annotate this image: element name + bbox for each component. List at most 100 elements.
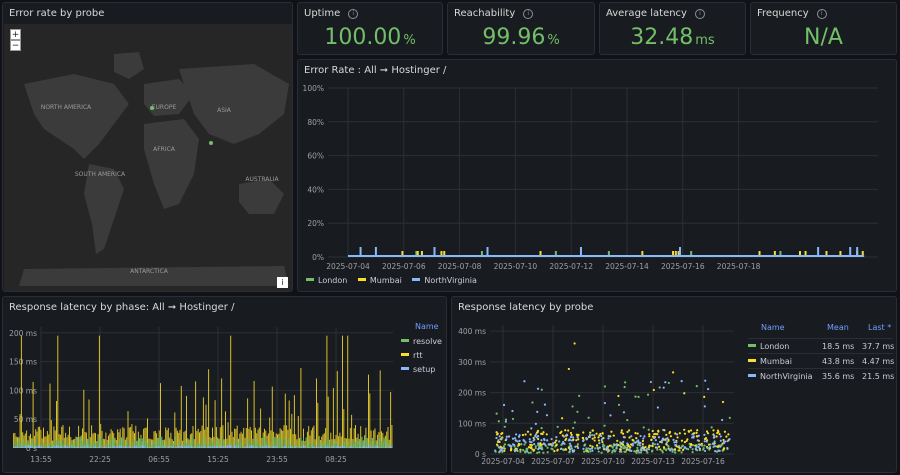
legend-item-setup[interactable]: setup [401, 365, 435, 374]
zoom-out-button[interactable]: − [10, 40, 21, 51]
info-icon[interactable]: i [816, 9, 827, 19]
map-label-antarctica: ANTARCTICA [130, 268, 169, 275]
scatter-point [728, 416, 731, 419]
info-icon[interactable]: i [523, 9, 534, 19]
legend-item-resolve[interactable]: resolve [401, 337, 442, 346]
uptime-value: 100.00 [324, 25, 402, 50]
x-tick-label: 2025-07-10 [581, 457, 625, 466]
scatter-point [500, 432, 503, 436]
scatter-point [648, 444, 651, 447]
scatter-point [618, 450, 622, 453]
scatter-point [641, 445, 644, 448]
map-info-button[interactable]: i [277, 277, 288, 288]
probe-latency-chart[interactable]: 0 s 100 ms 200 ms 300 ms 400 ms 2025-07-04 202… [452, 317, 738, 472]
scatter-point [633, 441, 636, 444]
legend-item-rtt[interactable]: rtt [401, 351, 423, 360]
scatter-point [528, 438, 531, 441]
scatter-point [681, 444, 684, 447]
world-map[interactable]: NORTH AMERICA EUROPE ASIA AFRICA SOUTH A… [4, 24, 293, 292]
scatter-point [603, 401, 607, 405]
scatter-point [494, 449, 497, 452]
legend-item-mumbai[interactable]: Mumbai [357, 276, 402, 285]
uptime-unit: % [403, 33, 416, 48]
scatter-point [603, 424, 606, 427]
probe-row-london[interactable]: London 18.5 ms 37.7 ms [748, 338, 894, 351]
scatter-point [722, 438, 725, 442]
scatter-point [644, 445, 647, 449]
scatter-point [582, 447, 585, 450]
scatter-point [498, 435, 501, 438]
probe-header-mean[interactable]: Mean [827, 323, 849, 332]
x-tick-label: 2025-07-06 [382, 262, 426, 271]
scatter-point [673, 448, 677, 451]
scatter-point [680, 380, 683, 383]
scatter-point [567, 367, 570, 371]
zoom-in-button[interactable]: + [10, 29, 21, 40]
scatter-point [611, 445, 614, 448]
scatter-point [683, 441, 687, 444]
error-spike [779, 251, 782, 257]
scatter-point [723, 430, 727, 433]
y-tick-label: 100 ms [9, 386, 37, 395]
error-spike [443, 251, 446, 257]
probe-header-last[interactable]: Last * [868, 323, 892, 332]
scatter-point [609, 414, 612, 417]
error-spike [672, 251, 675, 257]
australia-shape [239, 179, 284, 214]
scatter-point [598, 442, 601, 445]
scatter-point [636, 432, 639, 435]
probe-header-name[interactable]: Name [761, 323, 785, 332]
scatter-point [651, 442, 655, 445]
scatter-point [648, 433, 651, 436]
scatter-point [516, 440, 519, 443]
map-label-asia: ASIA [217, 107, 232, 114]
scatter-point [591, 437, 594, 440]
scatter-point [529, 443, 532, 446]
uptime-stat: Uptime i 100.00% [297, 2, 443, 55]
info-icon[interactable]: i [694, 9, 705, 19]
scatter-point [712, 442, 715, 446]
scatter-point [718, 433, 721, 436]
scatter-point [651, 429, 654, 433]
scatter-point [517, 435, 521, 438]
x-tick-label: 2025-07-14 [605, 262, 649, 271]
scatter-point [620, 446, 623, 449]
phase-latency-chart[interactable]: 0 s 50 ms 100 ms 150 ms 200 ms 13:55 22:25 06:5… [3, 317, 398, 472]
x-tick-label: 08:25 [325, 455, 347, 464]
error-rate-chart[interactable]: 0% 20% 40% 60% 80% 100% 2025-07-04 2025-07-06 20… [298, 80, 896, 272]
x-tick-label: 2025-07-07 [531, 457, 575, 466]
scatter-point [542, 442, 545, 445]
scatter-point [538, 446, 541, 449]
scatter-point [518, 439, 521, 443]
uptime-title: Uptime [304, 8, 341, 19]
scatter-point [653, 443, 657, 446]
scatter-point [653, 433, 656, 436]
scatter-point [569, 431, 573, 435]
scatter-point [714, 445, 717, 448]
scatter-point [546, 439, 549, 442]
scatter-point [576, 410, 579, 413]
scatter-point [534, 433, 538, 436]
probe-row-northvirginia[interactable]: NorthVirginia 35.6 ms 21.5 ms [748, 368, 894, 381]
scatter-point [500, 438, 503, 441]
info-icon[interactable]: i [348, 9, 359, 19]
scatter-point [540, 388, 543, 391]
scatter-point [511, 417, 515, 421]
scatter-point [671, 448, 674, 451]
scatter-point [598, 446, 601, 449]
scatter-point [649, 380, 652, 384]
scatter-point [583, 444, 586, 447]
scatter-point [705, 430, 709, 433]
error-spike [679, 247, 682, 257]
scatter-point [545, 433, 548, 436]
scatter-point [691, 433, 694, 436]
x-tick-label: 2025-07-16 [661, 262, 705, 271]
scatter-point [495, 431, 498, 434]
scatter-point [539, 442, 542, 445]
scatter-point [505, 435, 508, 438]
legend-item-northvirginia[interactable]: NorthVirginia [412, 276, 477, 285]
probe-row-mumbai[interactable]: Mumbai 43.8 ms 4.47 ms [748, 353, 894, 366]
scatter-point [540, 426, 543, 430]
legend-item-london[interactable]: London [306, 276, 347, 285]
scatter-point [639, 451, 643, 454]
